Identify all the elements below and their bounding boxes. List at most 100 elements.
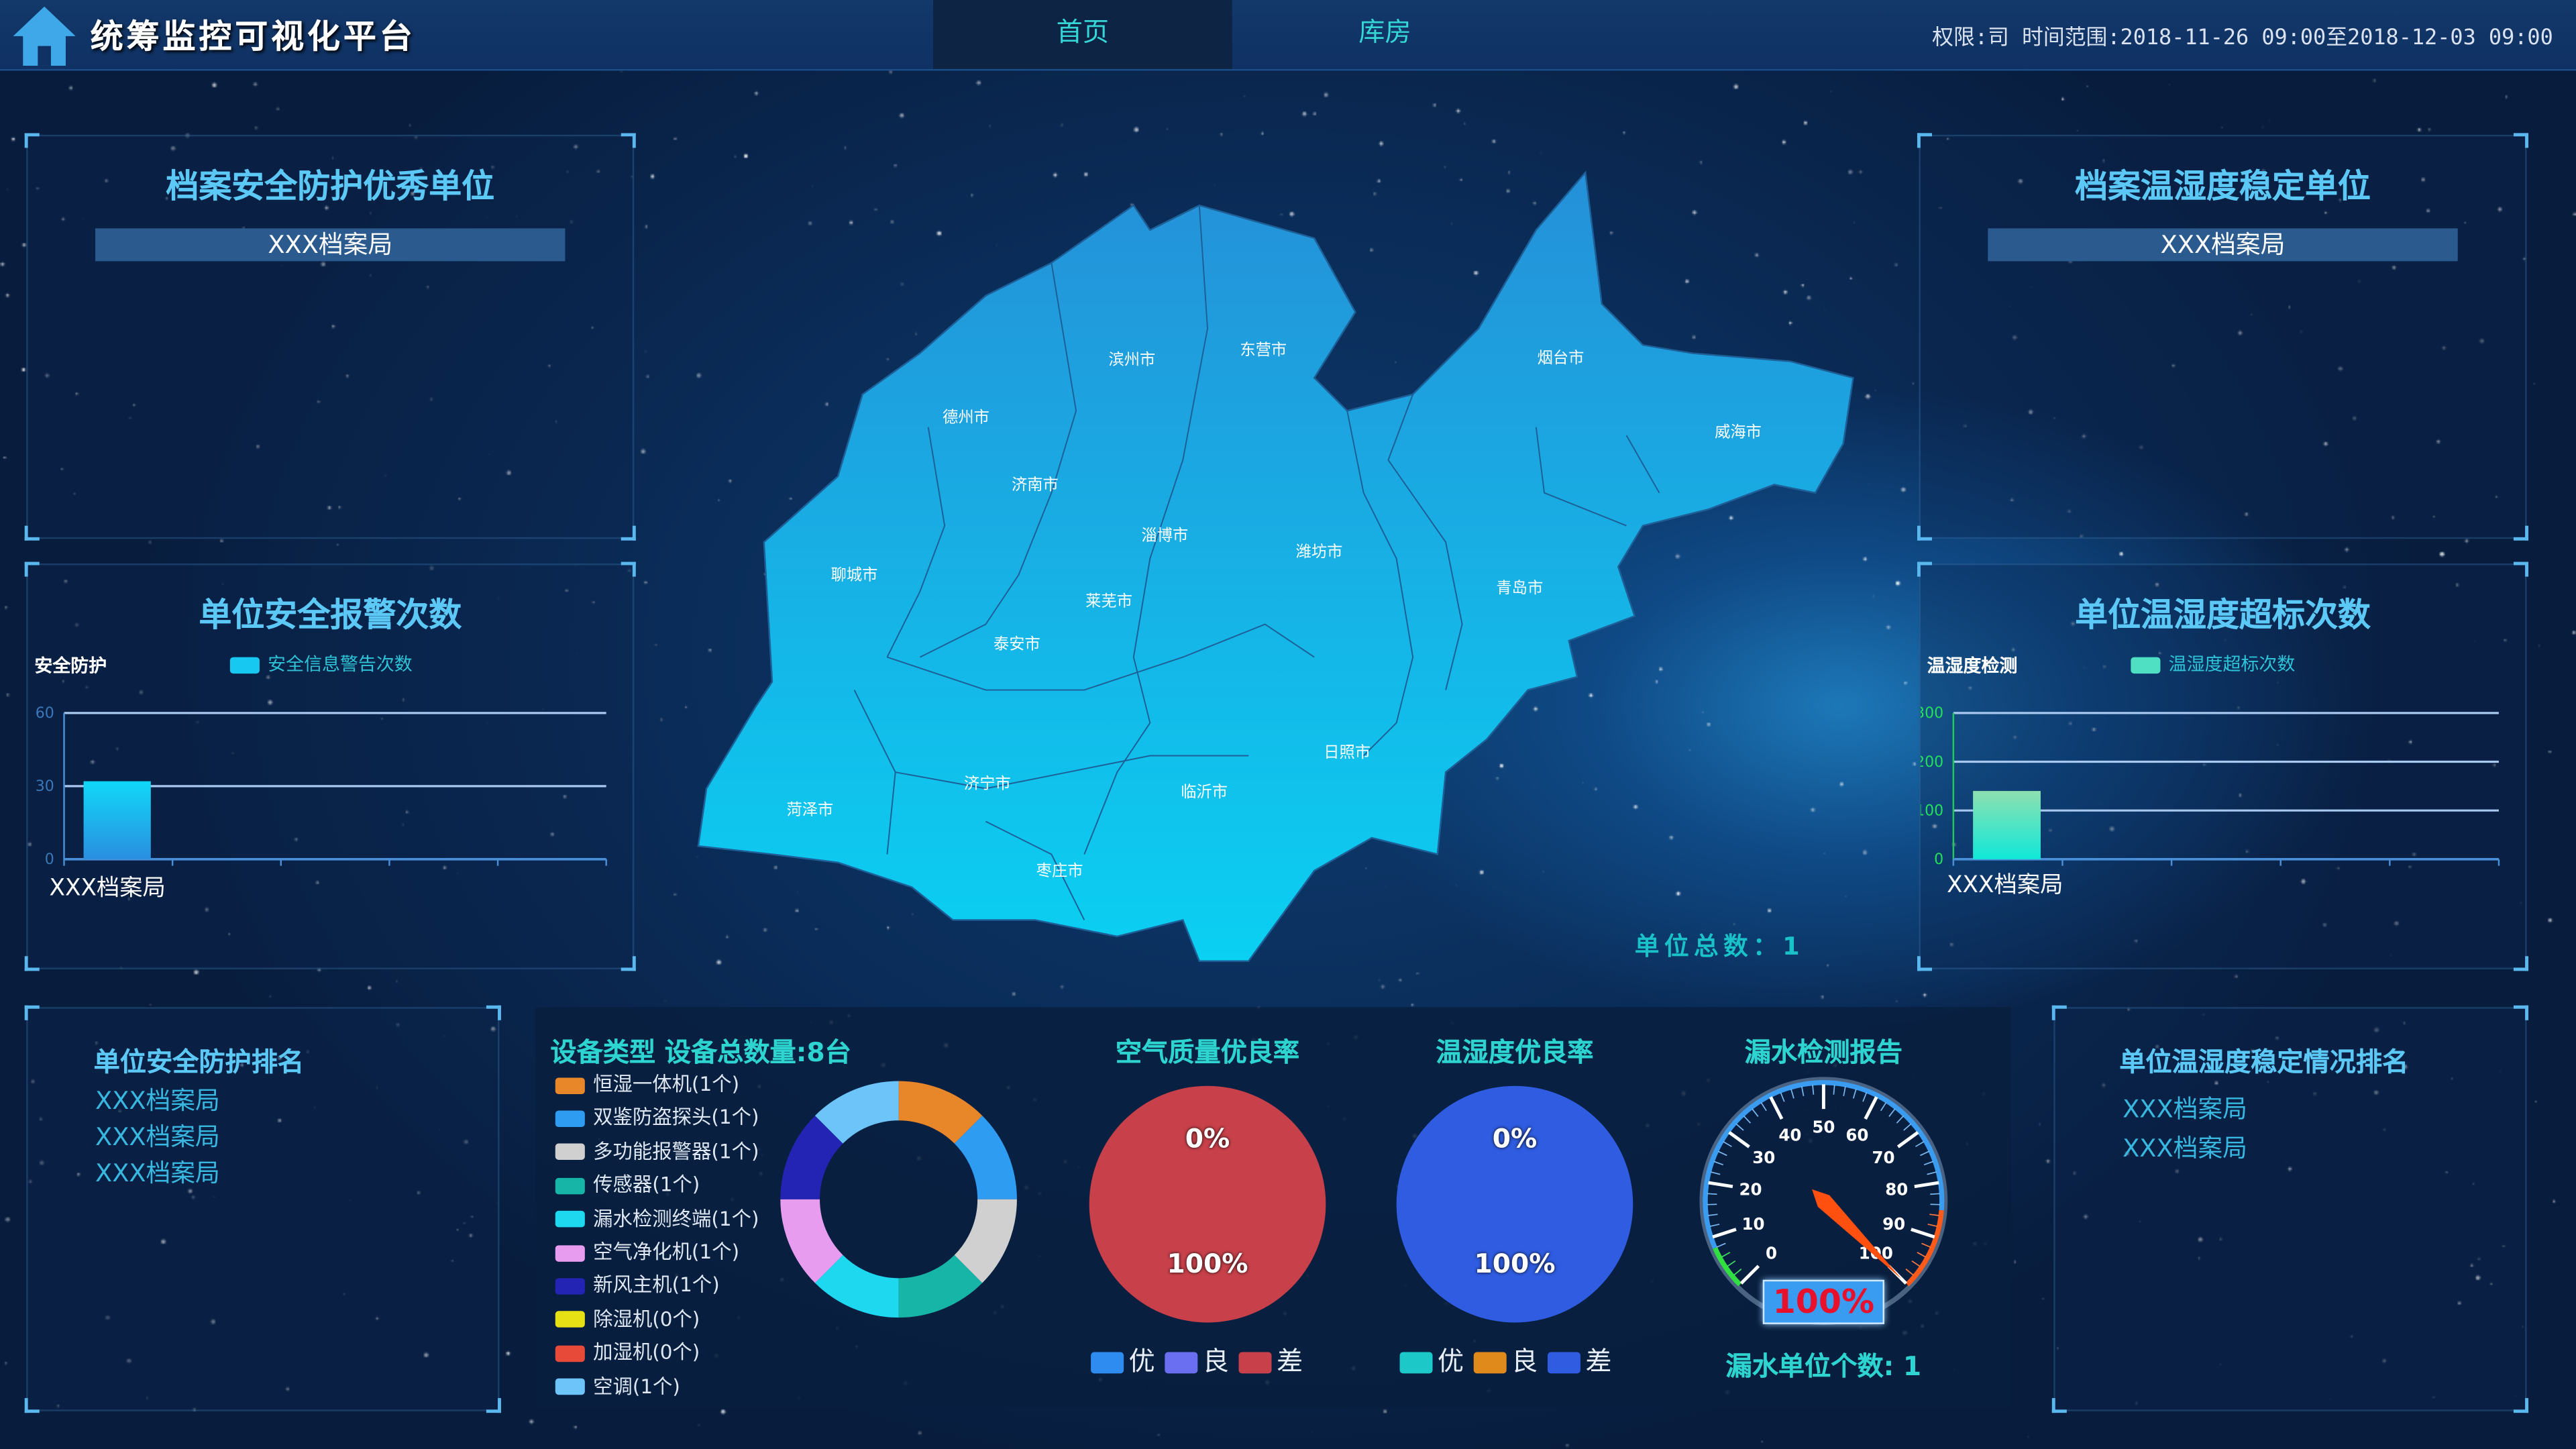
unit-total-count: 单位总数：1 bbox=[1635, 932, 1805, 961]
stable-humidity-unit-panel: 档案温湿度稳定单位 XXX档案局 bbox=[1917, 133, 2529, 541]
map-city-label[interactable]: 枣庄市 bbox=[1036, 862, 1083, 881]
unit-item[interactable]: XXX档案局 bbox=[95, 228, 566, 262]
gauge-tick bbox=[1713, 1161, 1723, 1166]
legend-item[interactable]: 恒湿一体机(1个) bbox=[555, 1068, 739, 1101]
rank-item[interactable]: XXX档案局 bbox=[2123, 1094, 2247, 1124]
rank-item[interactable]: XXX档案局 bbox=[95, 1158, 220, 1188]
gauge-tick bbox=[1927, 1224, 1938, 1227]
legend-item[interactable]: 差 bbox=[1238, 1346, 1303, 1377]
gauge-tick bbox=[1864, 1096, 1878, 1120]
gauge-tick bbox=[1905, 1269, 1914, 1276]
map-city-label[interactable]: 济宁市 bbox=[963, 775, 1011, 794]
legend-label: 空气净化机(1个) bbox=[593, 1240, 740, 1264]
gauge-tick bbox=[1917, 1252, 1927, 1258]
air-quality-title: 空气质量优良率 bbox=[1115, 1036, 1300, 1068]
map-city-label[interactable]: 聊城市 bbox=[830, 566, 878, 585]
app-title: 统筹监控可视化平台 bbox=[90, 16, 416, 56]
legend-swatch bbox=[1165, 1352, 1198, 1374]
gauge-tick bbox=[1921, 1242, 1931, 1248]
legend-item[interactable]: 良 bbox=[1165, 1346, 1229, 1377]
legend-item[interactable]: 良 bbox=[1473, 1346, 1538, 1377]
gauge-tick bbox=[1707, 1193, 1717, 1195]
gauge-tick bbox=[1927, 1171, 1937, 1175]
legend-label: 优 bbox=[1437, 1345, 1464, 1377]
legend-item[interactable]: 新风主机(1个) bbox=[555, 1269, 720, 1302]
donut-slice bbox=[898, 1081, 983, 1144]
gauge-tick bbox=[1843, 1086, 1846, 1097]
map-city-label[interactable]: 临沂市 bbox=[1181, 784, 1228, 802]
legend-item[interactable]: 差 bbox=[1548, 1346, 1612, 1377]
gauge-tick bbox=[1801, 1086, 1805, 1097]
tab-home[interactable]: 首页 bbox=[933, 0, 1232, 69]
gauge-tick-label: 60 bbox=[1845, 1126, 1868, 1145]
legend-item[interactable]: 加湿机(0个) bbox=[555, 1336, 700, 1368]
map-city-label[interactable]: 日照市 bbox=[1324, 744, 1371, 763]
gauge-tick-label: 20 bbox=[1739, 1180, 1762, 1199]
gauge-tick-label: 40 bbox=[1778, 1126, 1801, 1145]
map-region-outline[interactable] bbox=[697, 170, 1854, 962]
gauge-arc bbox=[1713, 1246, 1742, 1287]
tab-warehouse[interactable]: 库房 bbox=[1358, 16, 1411, 48]
legend-label: 安全信息警告次数 bbox=[268, 653, 413, 676]
map-city-label[interactable]: 泰安市 bbox=[994, 635, 1040, 654]
rank-item[interactable]: XXX档案局 bbox=[95, 1085, 220, 1116]
gauge-tick bbox=[1929, 1214, 1940, 1216]
humidity-bar-chart: 0 100 200 300 bbox=[1921, 705, 2500, 868]
rank-item[interactable]: XXX档案局 bbox=[2123, 1133, 2247, 1163]
leak-unit-count: 漏水单位个数: 1 bbox=[1725, 1350, 1922, 1382]
gauge-tick-label: 0 bbox=[1766, 1244, 1777, 1263]
legend-swatch bbox=[1473, 1352, 1507, 1374]
gauge-tick bbox=[1709, 1224, 1720, 1227]
map-city-label[interactable]: 烟台市 bbox=[1537, 350, 1585, 368]
pie-label-top: 0% bbox=[1185, 1122, 1230, 1155]
map-city-label[interactable]: 威海市 bbox=[1715, 423, 1762, 442]
gauge-tick bbox=[1915, 1140, 1925, 1147]
device-status-panel: 设备类型 设备总数量:8台 恒湿一体机(1个) 双鉴防盗探头(1个) 多功能报警器(… bbox=[535, 1007, 2011, 1408]
legend-item[interactable]: 双鉴防盗探头(1个) bbox=[555, 1102, 759, 1134]
legend-item[interactable]: 漏水检测终端(1个) bbox=[555, 1202, 759, 1235]
x-axis-label: XXX档案局 bbox=[49, 875, 166, 902]
map-city-label[interactable]: 青岛市 bbox=[1496, 580, 1544, 598]
map-city-label[interactable]: 淄博市 bbox=[1141, 527, 1189, 546]
legend-swatch bbox=[2131, 657, 2161, 674]
gauge-tick bbox=[1710, 1171, 1721, 1175]
legend-swatch bbox=[1238, 1352, 1272, 1374]
bar bbox=[83, 781, 151, 859]
map-city-label[interactable]: 济南市 bbox=[1011, 476, 1059, 495]
legend-item[interactable]: 空调(1个) bbox=[555, 1369, 680, 1402]
chart-legend[interactable]: 安全信息警告次数 bbox=[229, 651, 413, 677]
legend-item[interactable]: 优 bbox=[1091, 1346, 1155, 1377]
map-city-label[interactable]: 滨州市 bbox=[1108, 352, 1156, 370]
map-city-label[interactable]: 莱芜市 bbox=[1085, 593, 1132, 612]
alarm-count-panel: 单位安全报警次数 安全防护 安全信息警告次数 0 30 60 XXX档案局 bbox=[24, 561, 636, 971]
map-city-label[interactable]: 菏泽市 bbox=[786, 802, 834, 820]
legend-swatch bbox=[555, 1278, 585, 1295]
legend-label: 恒湿一体机(1个) bbox=[593, 1073, 740, 1096]
map-city-label[interactable]: 潍坊市 bbox=[1295, 543, 1343, 562]
gauge-tick bbox=[1911, 1228, 1935, 1239]
legend-item[interactable]: 空气净化机(1个) bbox=[555, 1236, 739, 1269]
devices-donut-chart bbox=[780, 1081, 1017, 1318]
legend-swatch bbox=[555, 1144, 585, 1161]
legend-label: 良 bbox=[1202, 1345, 1229, 1377]
legend-item[interactable]: 多功能报警器(1个) bbox=[555, 1135, 759, 1168]
y-tick-label: 60 bbox=[36, 705, 54, 722]
y-tick-label: 30 bbox=[36, 778, 54, 795]
gauge-tick bbox=[1790, 1089, 1794, 1099]
y-tick-label: 300 bbox=[1921, 705, 1943, 722]
legend-item[interactable]: 优 bbox=[1399, 1345, 1464, 1377]
gauge-tick bbox=[1862, 1092, 1868, 1102]
legend-item[interactable]: 除湿机(0个) bbox=[555, 1303, 700, 1336]
legend-swatch bbox=[555, 1177, 585, 1194]
gauge-tick bbox=[1716, 1242, 1726, 1248]
humidity-exceed-panel: 单位温湿度超标次数 温湿度检测 温湿度超标次数 0 100 200 300 XXX档案… bbox=[1917, 561, 2529, 971]
map-city-label[interactable]: 东营市 bbox=[1240, 341, 1287, 360]
humidity-ranking-panel: 单位温湿度稳定情况排名 XXX档案局 XXX档案局 bbox=[2051, 1005, 2529, 1413]
chart-legend[interactable]: 温湿度超标次数 bbox=[2131, 651, 2295, 677]
map-borders bbox=[853, 205, 1660, 920]
unit-item[interactable]: XXX档案局 bbox=[1988, 228, 2458, 262]
map-city-label[interactable]: 德州市 bbox=[943, 409, 989, 427]
legend-item[interactable]: 传感器(1个) bbox=[555, 1169, 700, 1201]
gauge-tick bbox=[1880, 1102, 1887, 1112]
rank-item[interactable]: XXX档案局 bbox=[95, 1122, 220, 1152]
